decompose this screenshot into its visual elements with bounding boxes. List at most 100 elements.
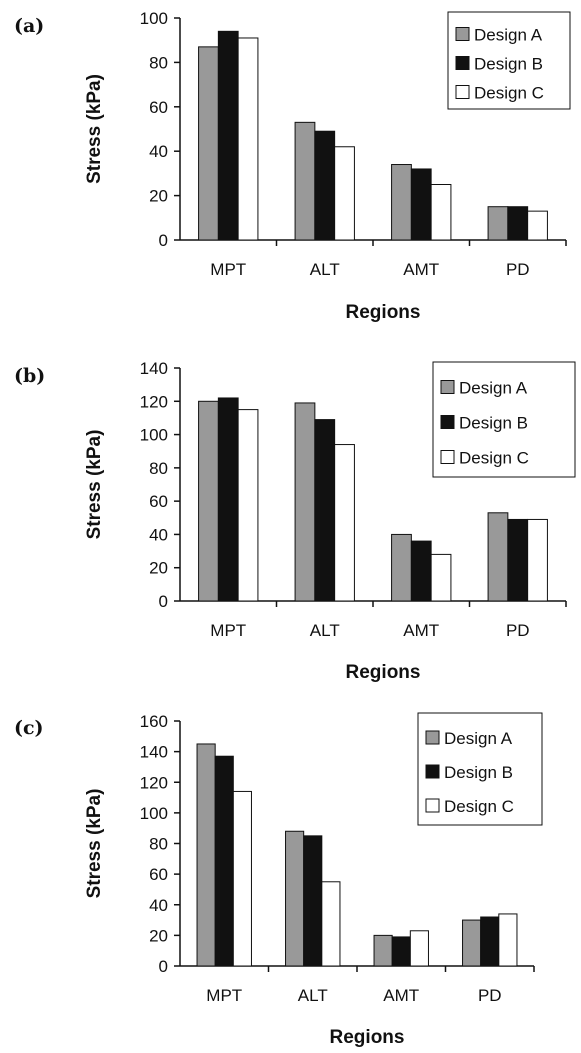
legend-swatch: [455, 85, 470, 99]
legend-swatch: [440, 380, 455, 394]
bar-design-c-mpt: [232, 790, 252, 967]
bar-design-b-amt: [410, 540, 432, 602]
y-tick-label: 0: [159, 231, 168, 250]
bar-design-c-amt: [430, 184, 452, 241]
x-category-label: ALT: [310, 621, 340, 640]
legend-swatch: [425, 730, 440, 745]
legend-swatch: [425, 798, 440, 813]
legend-label: Design C: [474, 84, 544, 103]
y-tick-label: 20: [149, 926, 168, 945]
legend-label: Design A: [459, 379, 528, 398]
bar-design-b-mpt: [217, 397, 239, 602]
y-axis-title: Stress (kPa): [84, 74, 105, 184]
bar-design-a-mpt: [198, 400, 219, 602]
bar-design-c-pd: [527, 210, 548, 241]
y-tick-label: 80: [149, 459, 168, 478]
bar-design-c-mpt: [237, 37, 259, 241]
x-category-label: ALT: [310, 260, 340, 279]
x-category-label: PD: [506, 621, 530, 640]
bar-design-c-mpt: [237, 409, 259, 602]
bar-design-b-alt: [303, 835, 323, 967]
y-tick-label: 140: [140, 359, 168, 378]
y-axis-title: Stress (kPa): [84, 430, 105, 540]
chart-panel-b: (b) 0 20 40 60 80 100 120 140 MPT ALT AMT PD Regions S…: [14, 359, 576, 683]
legend-swatch: [440, 415, 455, 429]
chart-panel-c: (c) 0 20 40 60 80 100 120 140 160 MPT ALT AMT PD Regio…: [14, 712, 543, 1048]
y-tick-label: 40: [149, 896, 168, 915]
bar-design-a-mpt: [196, 743, 216, 967]
x-category-label: AMT: [383, 986, 419, 1005]
x-category-label: AMT: [403, 621, 439, 640]
y-tick-label: 100: [140, 426, 168, 445]
panel-label: (b): [14, 365, 45, 387]
bar-design-b-amt: [410, 168, 432, 241]
y-tick-label: 40: [149, 525, 168, 544]
x-category-label: MPT: [210, 260, 246, 279]
bar-design-b-alt: [314, 419, 336, 602]
y-tick-label: 160: [140, 712, 168, 731]
legend-label: Design B: [474, 55, 543, 74]
bar-design-b-pd: [507, 518, 529, 602]
legend-box: [432, 361, 576, 478]
bar-design-a-pd: [487, 206, 509, 241]
y-tick-label: 0: [159, 957, 168, 976]
y-tick-label: 0: [159, 592, 168, 611]
y-tick-label: 60: [149, 492, 168, 511]
bar-design-a-amt: [391, 533, 412, 602]
chart-panel-a: (a) 0 20 40 60 80 100 MPT ALT AMT PD Regions Stress …: [14, 9, 571, 323]
legend-label: Design C: [444, 797, 514, 816]
legend-swatch: [455, 56, 470, 70]
legend-swatch: [425, 764, 440, 779]
bar-design-c-alt: [321, 881, 341, 967]
y-tick-label: 100: [140, 9, 168, 28]
x-category-label: MPT: [206, 986, 242, 1005]
y-tick-label: 60: [149, 865, 168, 884]
y-tick-label: 120: [140, 392, 168, 411]
y-tick-label: 140: [140, 743, 168, 762]
legend-label: Design B: [459, 414, 528, 433]
bar-design-c-pd: [498, 913, 518, 967]
legend-label: Design C: [459, 449, 529, 468]
x-axis-title: Regions: [346, 662, 421, 683]
y-tick-label: 20: [149, 187, 168, 206]
legend-label: Design A: [444, 729, 513, 748]
panel-label: (c): [14, 717, 44, 739]
x-category-label: MPT: [210, 621, 246, 640]
bar-design-b-alt: [314, 130, 336, 241]
bar-design-c-amt: [409, 930, 429, 967]
y-tick-label: 60: [149, 98, 168, 117]
bar-design-b-mpt: [217, 30, 239, 241]
bar-design-a-pd: [462, 919, 482, 967]
y-axis-title: Stress (kPa): [84, 789, 105, 899]
y-tick-label: 100: [140, 804, 168, 823]
bar-design-a-alt: [294, 402, 316, 602]
y-tick-label: 40: [149, 142, 168, 161]
x-category-label: PD: [478, 986, 502, 1005]
y-tick-label: 120: [140, 773, 168, 792]
x-axis-title: Regions: [330, 1027, 405, 1048]
legend-label: Design A: [474, 26, 543, 45]
bar-design-c-amt: [430, 553, 452, 602]
bar-design-c-alt: [334, 146, 355, 241]
y-tick-label: 80: [149, 835, 168, 854]
legend-swatch: [440, 450, 455, 464]
bar-design-b-pd: [507, 206, 529, 241]
bar-design-a-amt: [373, 934, 393, 967]
bar-design-c-pd: [527, 518, 548, 602]
y-tick-label: 80: [149, 53, 168, 72]
x-category-label: AMT: [403, 260, 439, 279]
bar-design-b-pd: [480, 916, 500, 967]
x-axis-title: Regions: [346, 302, 421, 323]
bar-design-a-mpt: [198, 46, 219, 241]
x-category-label: ALT: [298, 986, 328, 1005]
bar-design-a-pd: [487, 512, 509, 602]
bar-design-a-alt: [294, 121, 316, 241]
bar-design-b-amt: [391, 936, 411, 967]
bar-design-a-alt: [285, 830, 305, 967]
legend-swatch: [455, 27, 470, 41]
bar-design-c-alt: [334, 444, 355, 602]
y-tick-label: 20: [149, 559, 168, 578]
bar-design-a-amt: [391, 164, 412, 241]
bar-design-b-mpt: [214, 755, 234, 967]
